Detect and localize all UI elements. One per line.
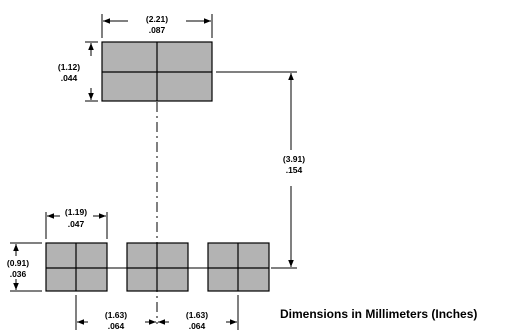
units-caption: Dimensions in Millimeters (Inches)	[280, 307, 477, 321]
pitch-right-mm: (1.63)	[186, 310, 208, 320]
top-width-mm: (2.21)	[146, 14, 168, 24]
bottom-pad-right	[207, 242, 270, 292]
top-height-dimension: (1.12) .044	[58, 41, 98, 102]
pad-height-mm: (0.91)	[7, 258, 29, 268]
pitch-right-in: .064	[189, 321, 206, 331]
top-height-mm: (1.12)	[58, 62, 80, 72]
bottom-pad-center	[126, 242, 189, 292]
top-height-in: .044	[61, 73, 78, 83]
top-pad	[101, 41, 213, 102]
pitch-dimension-left: (1.63) .064	[75, 295, 156, 331]
top-width-dimension: (2.21) .087	[101, 14, 213, 38]
pad-width-dimension: (1.19) .047	[45, 207, 108, 239]
pad-width-in: .047	[68, 219, 85, 229]
spacing-dimension: (3.91) .154	[216, 71, 305, 269]
pitch-dimension-right: (1.63) .064	[158, 295, 239, 331]
spacing-mm: (3.91)	[283, 154, 305, 164]
pad-width-mm: (1.19)	[65, 207, 87, 217]
pad-height-dimension: (0.91) .036	[7, 242, 42, 292]
pad-height-in: .036	[10, 269, 27, 279]
spacing-in: .154	[286, 165, 303, 175]
pitch-left-mm: (1.63)	[105, 310, 127, 320]
bottom-pad-left	[45, 242, 108, 292]
top-width-in: .087	[149, 25, 166, 35]
pitch-left-in: .064	[108, 321, 125, 331]
